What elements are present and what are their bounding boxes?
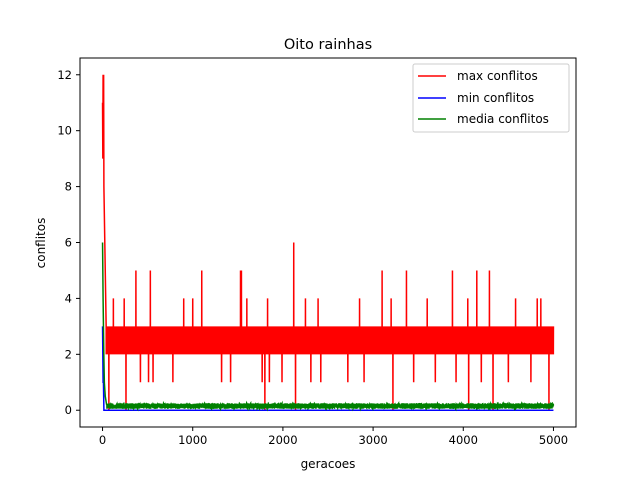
legend-label-max: max conflitos (457, 69, 538, 83)
legend-box (412, 63, 570, 133)
y-tick-label: 12 (57, 68, 72, 82)
series-layer (101, 74, 555, 412)
chart-title: Oito rainhas (284, 37, 372, 53)
y-tick-label: 2 (65, 347, 72, 361)
y-axis: 0 2 4 6 8 10 12 (57, 68, 80, 417)
y-tick-label: 6 (65, 236, 72, 250)
y-tick-label: 0 (65, 403, 72, 417)
min-conflitos-line (101, 326, 554, 411)
y-axis-label: conflitos (34, 218, 48, 269)
max-conflitos-line (101, 74, 555, 411)
legend-label-min: min conflitos (457, 91, 534, 105)
media-conflitos-line (101, 242, 555, 412)
x-tick-label: 2000 (268, 433, 297, 447)
y-tick-label: 4 (65, 291, 72, 305)
x-axis: 0 1000 2000 3000 4000 5000 (99, 427, 568, 447)
x-axis-label: geracoes (301, 457, 356, 471)
y-tick-label: 10 (57, 124, 72, 138)
x-tick-label: 0 (99, 433, 106, 447)
x-tick-label: 4000 (449, 433, 478, 447)
x-tick-label: 5000 (539, 433, 568, 447)
legend: max conflitos min conflitos media confli… (412, 63, 570, 133)
x-tick-label: 3000 (358, 433, 387, 447)
legend-label-media: media conflitos (457, 112, 549, 126)
y-tick-label: 8 (65, 180, 72, 194)
x-tick-label: 1000 (178, 433, 207, 447)
